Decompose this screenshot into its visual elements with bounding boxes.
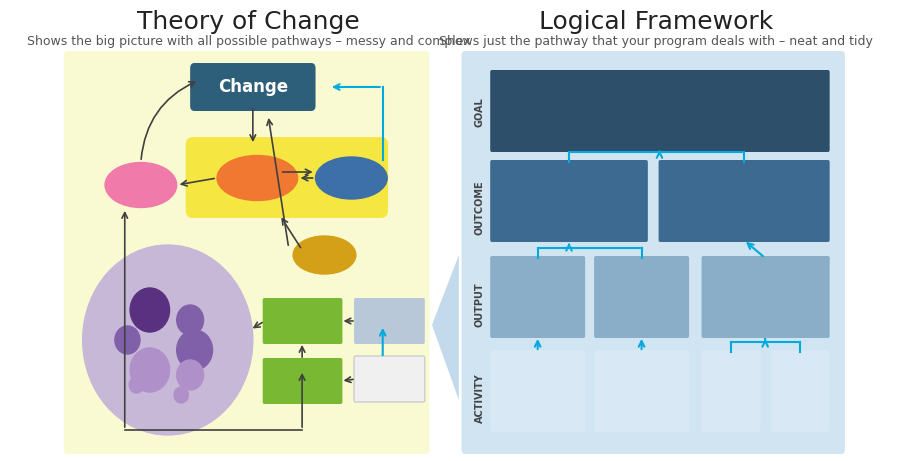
- FancyBboxPatch shape: [770, 350, 830, 432]
- FancyBboxPatch shape: [594, 256, 689, 338]
- Circle shape: [176, 330, 212, 370]
- FancyBboxPatch shape: [659, 160, 830, 242]
- FancyBboxPatch shape: [263, 358, 342, 404]
- Circle shape: [130, 288, 169, 332]
- Text: Logical Framework: Logical Framework: [539, 10, 773, 34]
- Text: Shows the big picture with all possible pathways – messy and complex: Shows the big picture with all possible …: [27, 35, 470, 48]
- FancyBboxPatch shape: [185, 137, 388, 218]
- FancyBboxPatch shape: [702, 350, 760, 432]
- Circle shape: [83, 245, 253, 435]
- Ellipse shape: [105, 162, 176, 207]
- Circle shape: [176, 360, 203, 390]
- FancyBboxPatch shape: [491, 70, 830, 152]
- FancyBboxPatch shape: [491, 256, 585, 338]
- Circle shape: [130, 377, 144, 393]
- FancyBboxPatch shape: [491, 350, 585, 432]
- FancyBboxPatch shape: [354, 356, 425, 402]
- FancyBboxPatch shape: [354, 298, 425, 344]
- Circle shape: [115, 326, 140, 354]
- FancyBboxPatch shape: [702, 256, 830, 338]
- Circle shape: [176, 305, 203, 335]
- Ellipse shape: [293, 236, 356, 274]
- Text: Theory of Change: Theory of Change: [137, 10, 360, 34]
- FancyBboxPatch shape: [594, 350, 689, 432]
- Text: OUTPUT: OUTPUT: [474, 283, 484, 327]
- Ellipse shape: [217, 155, 298, 201]
- Text: Shows just the pathway that your program deals with – neat and tidy: Shows just the pathway that your program…: [439, 35, 873, 48]
- Polygon shape: [432, 255, 459, 400]
- Text: ACTIVITY: ACTIVITY: [474, 373, 484, 423]
- FancyBboxPatch shape: [462, 51, 845, 454]
- FancyBboxPatch shape: [491, 160, 648, 242]
- FancyBboxPatch shape: [263, 298, 342, 344]
- Circle shape: [174, 387, 188, 403]
- FancyBboxPatch shape: [64, 51, 429, 454]
- Text: GOAL: GOAL: [474, 97, 484, 127]
- Circle shape: [130, 348, 169, 392]
- Text: OUTCOME: OUTCOME: [474, 181, 484, 235]
- Ellipse shape: [316, 157, 387, 199]
- Text: Change: Change: [218, 78, 288, 96]
- FancyBboxPatch shape: [190, 63, 316, 111]
